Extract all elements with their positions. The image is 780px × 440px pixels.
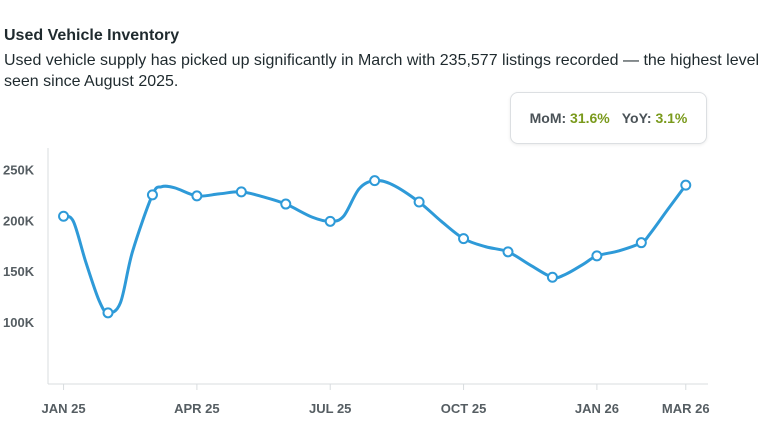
- data-point: [458, 233, 470, 245]
- change-badge: MoM: 31.6% YoY: 3.1%: [510, 92, 707, 144]
- y-tick-label: 150K: [3, 264, 35, 279]
- data-point: [146, 189, 158, 201]
- mom-value: 31.6%: [570, 110, 610, 126]
- data-point: [369, 175, 381, 187]
- chart-subtitle: Used vehicle supply has picked up signif…: [4, 52, 760, 90]
- chart-title: Used Vehicle Inventory: [4, 27, 180, 44]
- data-point: [324, 215, 336, 227]
- y-tick-label: 100K: [3, 315, 35, 330]
- data-point: [191, 190, 203, 202]
- x-tick-label: MAR 26: [662, 401, 710, 416]
- yoy-value: 3.1%: [655, 110, 688, 126]
- series-line: [62, 179, 688, 315]
- yoy-label: YoY:: [621, 110, 652, 126]
- data-point: [635, 237, 647, 249]
- data-point: [413, 196, 425, 208]
- x-tick-label: JUL 25: [309, 401, 351, 416]
- mom-stat: MoM: 31.6%: [530, 110, 610, 126]
- data-point: [502, 246, 514, 258]
- x-tick-label: APR 25: [174, 401, 220, 416]
- y-tick-label: 250K: [3, 163, 35, 178]
- y-tick-label: 200K: [3, 213, 35, 228]
- data-point: [680, 179, 692, 191]
- x-tick-label: JAN 26: [575, 401, 619, 416]
- x-tick-label: JAN 25: [42, 401, 86, 416]
- data-point: [546, 271, 558, 283]
- yoy-stat: YoY: 3.1%: [622, 110, 688, 126]
- mom-label: MoM:: [529, 110, 567, 126]
- data-point: [280, 198, 292, 210]
- data-point: [102, 307, 114, 319]
- data-point: [235, 186, 247, 198]
- data-point: [591, 250, 603, 262]
- x-tick-label: OCT 25: [441, 401, 487, 416]
- data-point: [58, 210, 70, 222]
